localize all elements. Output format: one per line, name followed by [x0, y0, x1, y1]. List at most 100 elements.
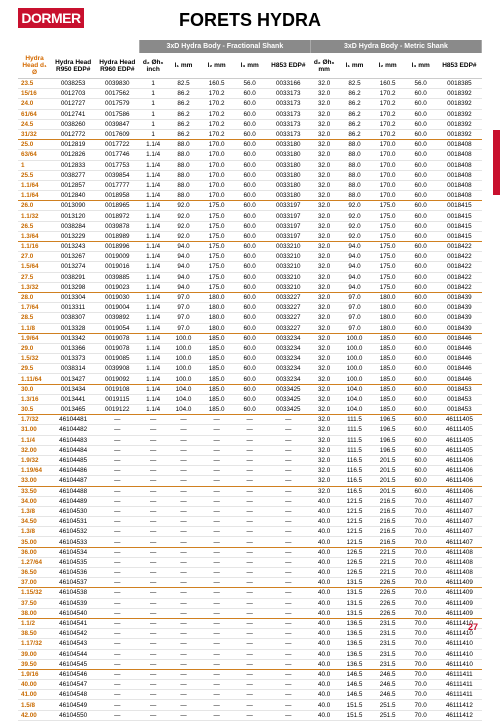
cell: 170.0	[200, 170, 233, 180]
cell: 1.1/4	[139, 405, 167, 415]
cell: 60.0	[404, 221, 437, 231]
table-row: 1.11/64001342700190921.1/4100.0185.060.0…	[18, 374, 482, 384]
table-row: 29.5003831400399081.1/4100.0185.060.0003…	[18, 364, 482, 374]
cell: 60.0	[404, 425, 437, 435]
cell: 0033173	[266, 119, 310, 129]
cell: 46104484	[51, 445, 95, 455]
table-row: 1.9/64001334200190781.1/4100.0185.060.00…	[18, 333, 482, 343]
table-row: 29.0001336600190781.1/4100.0185.060.0003…	[18, 343, 482, 353]
cell: 0012833	[51, 160, 95, 170]
cell: —	[200, 659, 233, 669]
cell: 46104534	[51, 547, 95, 557]
cell: 46104482	[51, 425, 95, 435]
cell: 32.0	[310, 394, 338, 404]
table-row: 24.500382600039847186.2170.260.000331733…	[18, 119, 482, 129]
side-tab	[493, 130, 500, 195]
cell: 170.2	[371, 119, 404, 129]
cell: 46111406	[437, 486, 481, 496]
cell: 60.0	[404, 384, 437, 394]
cell: 1.1/4	[139, 191, 167, 201]
cell: 170.2	[200, 119, 233, 129]
cell: 60.0	[233, 109, 266, 119]
section2-head: 3xD Hydra Body - Metric Shank	[310, 40, 481, 53]
cell: 1.1/4	[139, 364, 167, 374]
cell: 46111407	[437, 496, 481, 506]
cell: 1.1/32	[18, 211, 51, 221]
cell: 201.5	[371, 466, 404, 476]
cell: 100.0	[338, 374, 371, 384]
cell: 180.0	[200, 313, 233, 323]
cell: 32.0	[310, 415, 338, 425]
cell: 32.0	[310, 180, 338, 190]
table-row: 41.0046104548——————40.0146.5246.570.0461…	[18, 690, 482, 700]
table-row: 1.7/3246104481——————32.0111.5196.560.046…	[18, 415, 482, 425]
cell: 46104544	[51, 649, 95, 659]
table-row: 1.3/16001344100191151.1/4104.0185.060.00…	[18, 394, 482, 404]
cell: 37.00	[18, 578, 51, 588]
cell: 175.0	[371, 201, 404, 211]
cell: —	[200, 445, 233, 455]
cell: 0018989	[95, 231, 139, 241]
cell: 0039854	[95, 170, 139, 180]
cell: —	[167, 598, 200, 608]
cell: —	[95, 445, 139, 455]
cell: 46111407	[437, 506, 481, 516]
cell: 0038284	[51, 221, 95, 231]
table-row: 25.5003827700398541.1/488.0170.060.00033…	[18, 170, 482, 180]
cell: 39.50	[18, 659, 51, 669]
cell: 170.2	[200, 109, 233, 119]
cell: 60.0	[233, 282, 266, 292]
cell: —	[139, 649, 167, 659]
cell: 32.0	[310, 303, 338, 313]
cell: 60.0	[404, 476, 437, 486]
table-row: 42.0046104550——————40.0151.5251.570.0461…	[18, 710, 482, 720]
cell: 0039847	[95, 119, 139, 129]
cell: 100.0	[338, 364, 371, 374]
cell: 0018415	[437, 231, 481, 241]
cell: —	[95, 455, 139, 465]
cell: 104.0	[167, 394, 200, 404]
cell: 0018392	[437, 89, 481, 99]
table-row: 27.0001326700190091.1/494.0175.060.00033…	[18, 252, 482, 262]
cell: 60.0	[404, 445, 437, 455]
cell: 1.1/4	[139, 211, 167, 221]
cell: 32.0	[310, 150, 338, 160]
cell: 1.1/2	[18, 618, 51, 628]
cell: 40.0	[310, 598, 338, 608]
cell: 0018422	[437, 252, 481, 262]
cell: 60.0	[404, 405, 437, 415]
cell: 60.0	[404, 343, 437, 353]
cell: 97.0	[338, 313, 371, 323]
cell: 1	[139, 119, 167, 129]
table-row: 1.1/446104483——————32.0111.5196.560.0461…	[18, 435, 482, 445]
cell: —	[233, 608, 266, 618]
cell: 0019115	[95, 394, 139, 404]
cell: —	[167, 557, 200, 567]
table-row: 1.5/32001337300190851.1/4100.0185.060.00…	[18, 354, 482, 364]
cell: 88.0	[167, 150, 200, 160]
cell: 56.0	[233, 79, 266, 89]
cell: 0018446	[437, 333, 481, 343]
cell: —	[167, 517, 200, 527]
cell: —	[95, 435, 139, 445]
cell: 46104488	[51, 486, 95, 496]
cell: 46104485	[51, 455, 95, 465]
table-row: 31.0046104482——————32.0111.5196.560.0461…	[18, 425, 482, 435]
cell: 92.0	[167, 221, 200, 231]
cell: 226.5	[371, 598, 404, 608]
cell: —	[139, 557, 167, 567]
cell: 0038291	[51, 272, 95, 282]
cell: 0018422	[437, 272, 481, 282]
cell: 100.0	[167, 364, 200, 374]
cell: 0038307	[51, 313, 95, 323]
cell: —	[95, 629, 139, 639]
cell: 180.0	[371, 303, 404, 313]
cell: 34.00	[18, 496, 51, 506]
cell: 60.0	[404, 486, 437, 496]
cell: 38.50	[18, 629, 51, 639]
cell: 70.0	[404, 588, 437, 598]
cell: 60.0	[233, 129, 266, 139]
cell: 60.0	[404, 374, 437, 384]
cell: 126.5	[338, 547, 371, 557]
table-row: 36.5046104536——————40.0126.5221.570.0461…	[18, 568, 482, 578]
